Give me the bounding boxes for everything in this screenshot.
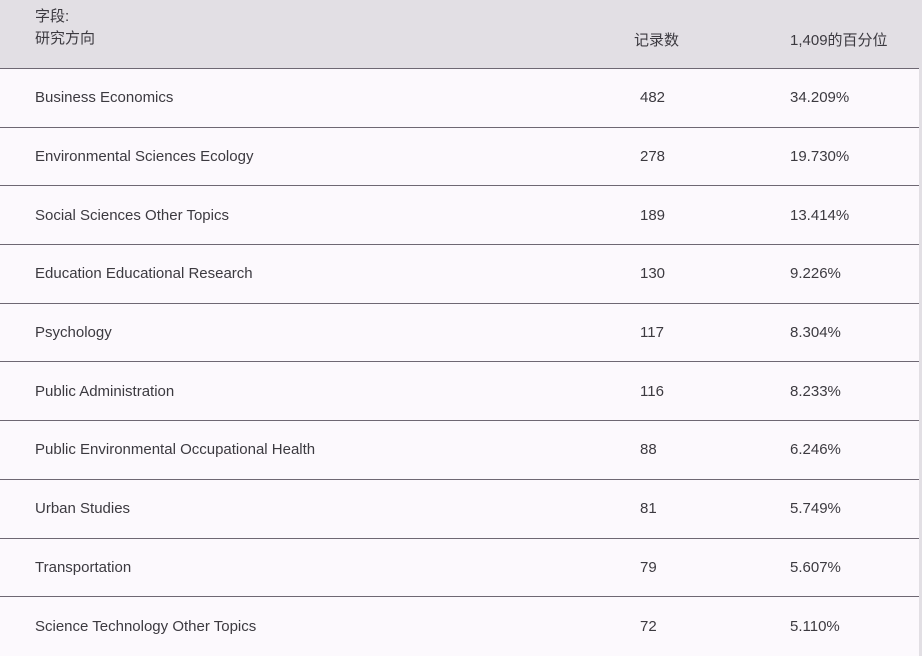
table-row: Public Administration 116 8.233% [0,361,919,421]
record-count-cell: 116 [640,382,664,400]
table-header: 字段: 研究方向 记录数 1,409的百分位 [0,0,919,68]
column-header-percentile: 1,409的百分位 [790,32,888,49]
record-count-cell: 72 [640,617,657,635]
percentile-cell: 6.246% [790,441,841,459]
record-count-cell: 482 [640,89,666,107]
table-row: Public Environmental Occupational Health… [0,420,919,479]
table-row: Psychology 117 8.304% [0,302,919,362]
table-row: Transportation 79 5.607% [0,537,919,597]
percentile-cell: 9.226% [790,265,841,283]
research-area-cell: Social Sciences Other Topics [35,206,229,224]
table-row: Science Technology Other Topics 72 5.110… [0,596,919,655]
percentile-cell: 8.233% [790,382,841,400]
table-row: Social Sciences Other Topics 189 13.414% [0,185,919,245]
column-header-records: 记录数 [634,32,680,49]
research-area-cell: Education Educational Research [35,265,253,283]
research-area-cell: Business Economics [35,89,174,107]
field-label: 字段: [35,8,70,25]
table-row: Urban Studies 81 5.749% [0,478,919,538]
record-count-cell: 278 [640,148,666,166]
research-area-cell: Transportation [35,558,132,576]
percentile-cell: 34.209% [790,89,850,107]
table-row: Environmental Sciences Ecology 278 19.73… [0,126,919,186]
record-count-cell: 79 [640,558,657,576]
record-count-cell: 81 [640,500,657,518]
record-count-cell: 189 [640,206,666,224]
research-area-cell: Science Technology Other Topics [35,617,257,635]
percentile-cell: 5.607% [790,558,841,576]
table-row: Business Economics 482 34.209% [0,68,919,127]
percentile-cell: 19.730% [790,148,850,166]
research-area-cell: Environmental Sciences Ecology [35,148,254,166]
table-body: Business Economics 482 34.209% Environme… [0,68,919,655]
record-count-cell: 130 [640,265,666,283]
research-area-cell: Public Administration [35,382,175,400]
percentile-cell: 5.749% [790,500,841,518]
percentile-cell: 5.110% [790,617,840,635]
research-area-cell: Urban Studies [35,500,131,518]
field-name: 研究方向 [35,30,96,47]
record-count-cell: 117 [640,324,664,342]
table-row: Education Educational Research 130 9.226… [0,244,919,303]
research-area-cell: Public Environmental Occupational Health [35,441,316,459]
research-area-cell: Psychology [35,324,112,342]
record-count-cell: 88 [640,441,657,459]
column-header-field: 字段: 研究方向 [0,6,634,50]
percentile-cell: 13.414% [790,206,850,224]
percentile-cell: 8.304% [790,324,841,342]
